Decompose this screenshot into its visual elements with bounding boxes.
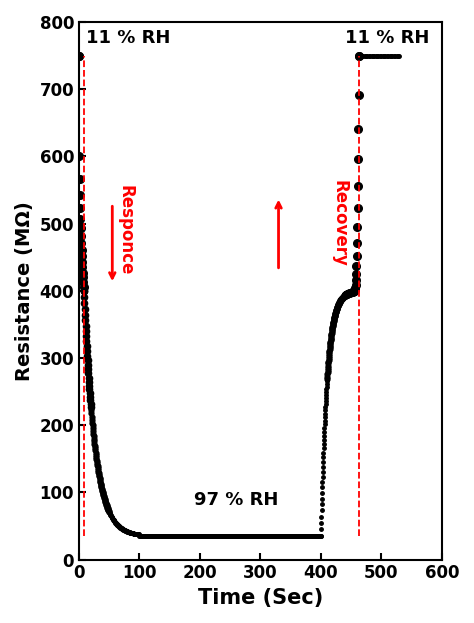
Text: Recovery: Recovery — [330, 180, 348, 267]
Y-axis label: Resistance (MΩ): Resistance (MΩ) — [15, 201, 34, 381]
Text: 11 % RH: 11 % RH — [86, 29, 171, 47]
Text: 11 % RH: 11 % RH — [345, 29, 429, 47]
Text: 97 % RH: 97 % RH — [194, 491, 278, 509]
X-axis label: Time (Sec): Time (Sec) — [198, 588, 323, 608]
Text: Responce: Responce — [117, 185, 135, 275]
